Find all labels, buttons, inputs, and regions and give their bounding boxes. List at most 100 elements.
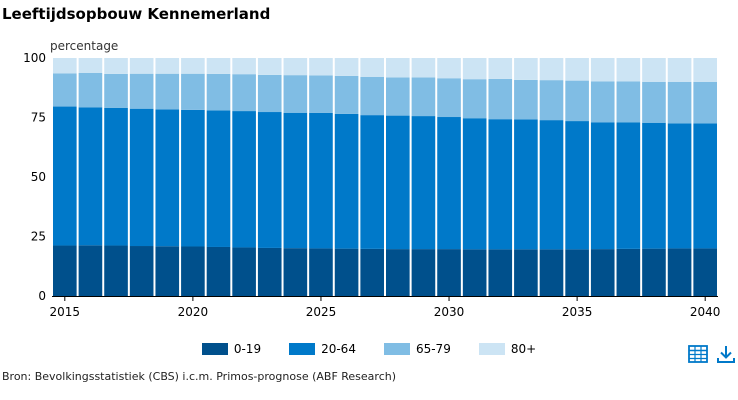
bar-2025-65-79[interactable] [309, 75, 333, 113]
bar-2030-80+[interactable] [437, 58, 461, 79]
bar-2021-20-64[interactable] [206, 110, 231, 247]
bar-2034-65-79[interactable] [539, 80, 564, 121]
bar-2025-20-64[interactable] [309, 112, 333, 249]
bar-2032-65-79[interactable] [488, 78, 513, 120]
bar-2016-65-79[interactable] [78, 72, 103, 108]
bar-2036-20-64[interactable] [590, 122, 615, 250]
bar-2029-80+[interactable] [411, 58, 436, 78]
bar-2035-80+[interactable] [565, 58, 589, 81]
bar-2040-80+[interactable] [693, 58, 717, 82]
bar-2024-80+[interactable] [283, 58, 308, 76]
bar-2033-65-79[interactable] [514, 79, 538, 120]
bar-2029-0-19[interactable] [411, 249, 436, 296]
bar-2038-80+[interactable] [642, 58, 666, 82]
bar-2033-20-64[interactable] [514, 119, 538, 250]
bar-2039-80+[interactable] [667, 58, 692, 82]
bar-2021-65-79[interactable] [206, 73, 231, 111]
bar-2033-0-19[interactable] [514, 249, 538, 296]
bar-2020-80+[interactable] [181, 58, 205, 74]
bar-2036-80+[interactable] [590, 58, 615, 82]
bar-2038-20-64[interactable] [642, 122, 666, 249]
bar-2034-20-64[interactable] [539, 120, 564, 250]
bar-2026-0-19[interactable] [334, 248, 359, 296]
bar-2021-0-19[interactable] [206, 246, 231, 296]
bar-2037-80+[interactable] [616, 58, 641, 82]
bar-2030-0-19[interactable] [437, 249, 461, 296]
bar-2029-65-79[interactable] [411, 77, 436, 117]
bar-2037-20-64[interactable] [616, 122, 641, 249]
bar-2023-80+[interactable] [257, 58, 282, 75]
bar-2030-20-64[interactable] [437, 117, 461, 250]
legend-item-20-64[interactable]: 20-64 [289, 342, 356, 356]
bar-2028-65-79[interactable] [386, 77, 410, 116]
bar-2036-65-79[interactable] [590, 81, 615, 123]
bar-2017-80+[interactable] [104, 58, 128, 74]
bar-2016-0-19[interactable] [78, 245, 103, 296]
bar-2030-65-79[interactable] [437, 78, 461, 118]
bar-2028-0-19[interactable] [386, 249, 410, 296]
bar-2037-65-79[interactable] [616, 81, 641, 123]
bar-2028-80+[interactable] [386, 58, 410, 78]
bar-2018-20-64[interactable] [129, 108, 154, 247]
bar-2017-20-64[interactable] [104, 107, 128, 246]
bar-2016-20-64[interactable] [78, 107, 103, 246]
bar-2027-80+[interactable] [360, 58, 384, 77]
bar-2024-0-19[interactable] [283, 248, 308, 296]
legend-item-0-19[interactable]: 0-19 [201, 342, 261, 356]
bar-2023-20-64[interactable] [257, 112, 282, 248]
bar-2017-0-19[interactable] [104, 245, 128, 296]
bar-2020-65-79[interactable] [181, 73, 205, 110]
bar-2038-0-19[interactable] [642, 248, 666, 296]
bar-2023-0-19[interactable] [257, 247, 282, 296]
bar-2018-65-79[interactable] [129, 73, 154, 109]
bar-2022-20-64[interactable] [232, 111, 256, 248]
bar-2016-80+[interactable] [78, 58, 103, 73]
bar-2035-65-79[interactable] [565, 80, 589, 122]
bar-2040-0-19[interactable] [693, 248, 717, 296]
bar-2037-0-19[interactable] [616, 248, 641, 296]
legend-item-80+[interactable]: 80+ [478, 342, 536, 356]
bar-2026-65-79[interactable] [334, 75, 359, 114]
bar-2039-65-79[interactable] [667, 81, 692, 124]
bar-2025-0-19[interactable] [309, 248, 333, 296]
bar-2028-20-64[interactable] [386, 115, 410, 250]
bar-2019-0-19[interactable] [155, 246, 180, 296]
bar-2021-80+[interactable] [206, 58, 231, 74]
bar-2038-65-79[interactable] [642, 81, 666, 123]
bar-2022-65-79[interactable] [232, 74, 256, 112]
bar-2015-80+[interactable] [53, 58, 77, 74]
bar-2033-80+[interactable] [514, 58, 538, 80]
bar-2020-20-64[interactable] [181, 109, 205, 247]
bar-2018-80+[interactable] [129, 58, 154, 74]
bar-2015-65-79[interactable] [53, 73, 77, 107]
bar-2023-65-79[interactable] [257, 74, 282, 113]
bar-2024-20-64[interactable] [283, 112, 308, 249]
bar-2024-65-79[interactable] [283, 75, 308, 113]
bar-2032-20-64[interactable] [488, 119, 513, 250]
bar-2031-65-79[interactable] [462, 79, 487, 119]
bar-2026-20-64[interactable] [334, 113, 359, 249]
bar-2019-80+[interactable] [155, 58, 180, 74]
bar-2025-80+[interactable] [309, 58, 333, 76]
legend-item-65-79[interactable]: 65-79 [383, 342, 451, 356]
bar-2019-20-64[interactable] [155, 109, 180, 247]
download-icon[interactable] [716, 344, 736, 364]
bar-2018-0-19[interactable] [129, 246, 154, 296]
bar-2027-0-19[interactable] [360, 248, 384, 296]
bar-2017-65-79[interactable] [104, 73, 128, 108]
bar-2026-80+[interactable] [334, 58, 359, 76]
bar-2020-0-19[interactable] [181, 246, 205, 297]
bar-2015-0-19[interactable] [53, 245, 77, 296]
table-icon[interactable] [688, 344, 708, 364]
bar-2034-0-19[interactable] [539, 249, 564, 296]
bar-2032-0-19[interactable] [488, 249, 513, 296]
bar-2034-80+[interactable] [539, 58, 564, 81]
bar-2019-65-79[interactable] [155, 73, 180, 110]
bar-2022-80+[interactable] [232, 58, 256, 75]
bar-2031-20-64[interactable] [462, 118, 487, 250]
bar-2015-20-64[interactable] [53, 106, 77, 246]
bar-2032-80+[interactable] [488, 58, 513, 79]
bar-2029-20-64[interactable] [411, 116, 436, 250]
bar-2022-0-19[interactable] [232, 247, 256, 296]
bar-2040-20-64[interactable] [693, 123, 717, 249]
